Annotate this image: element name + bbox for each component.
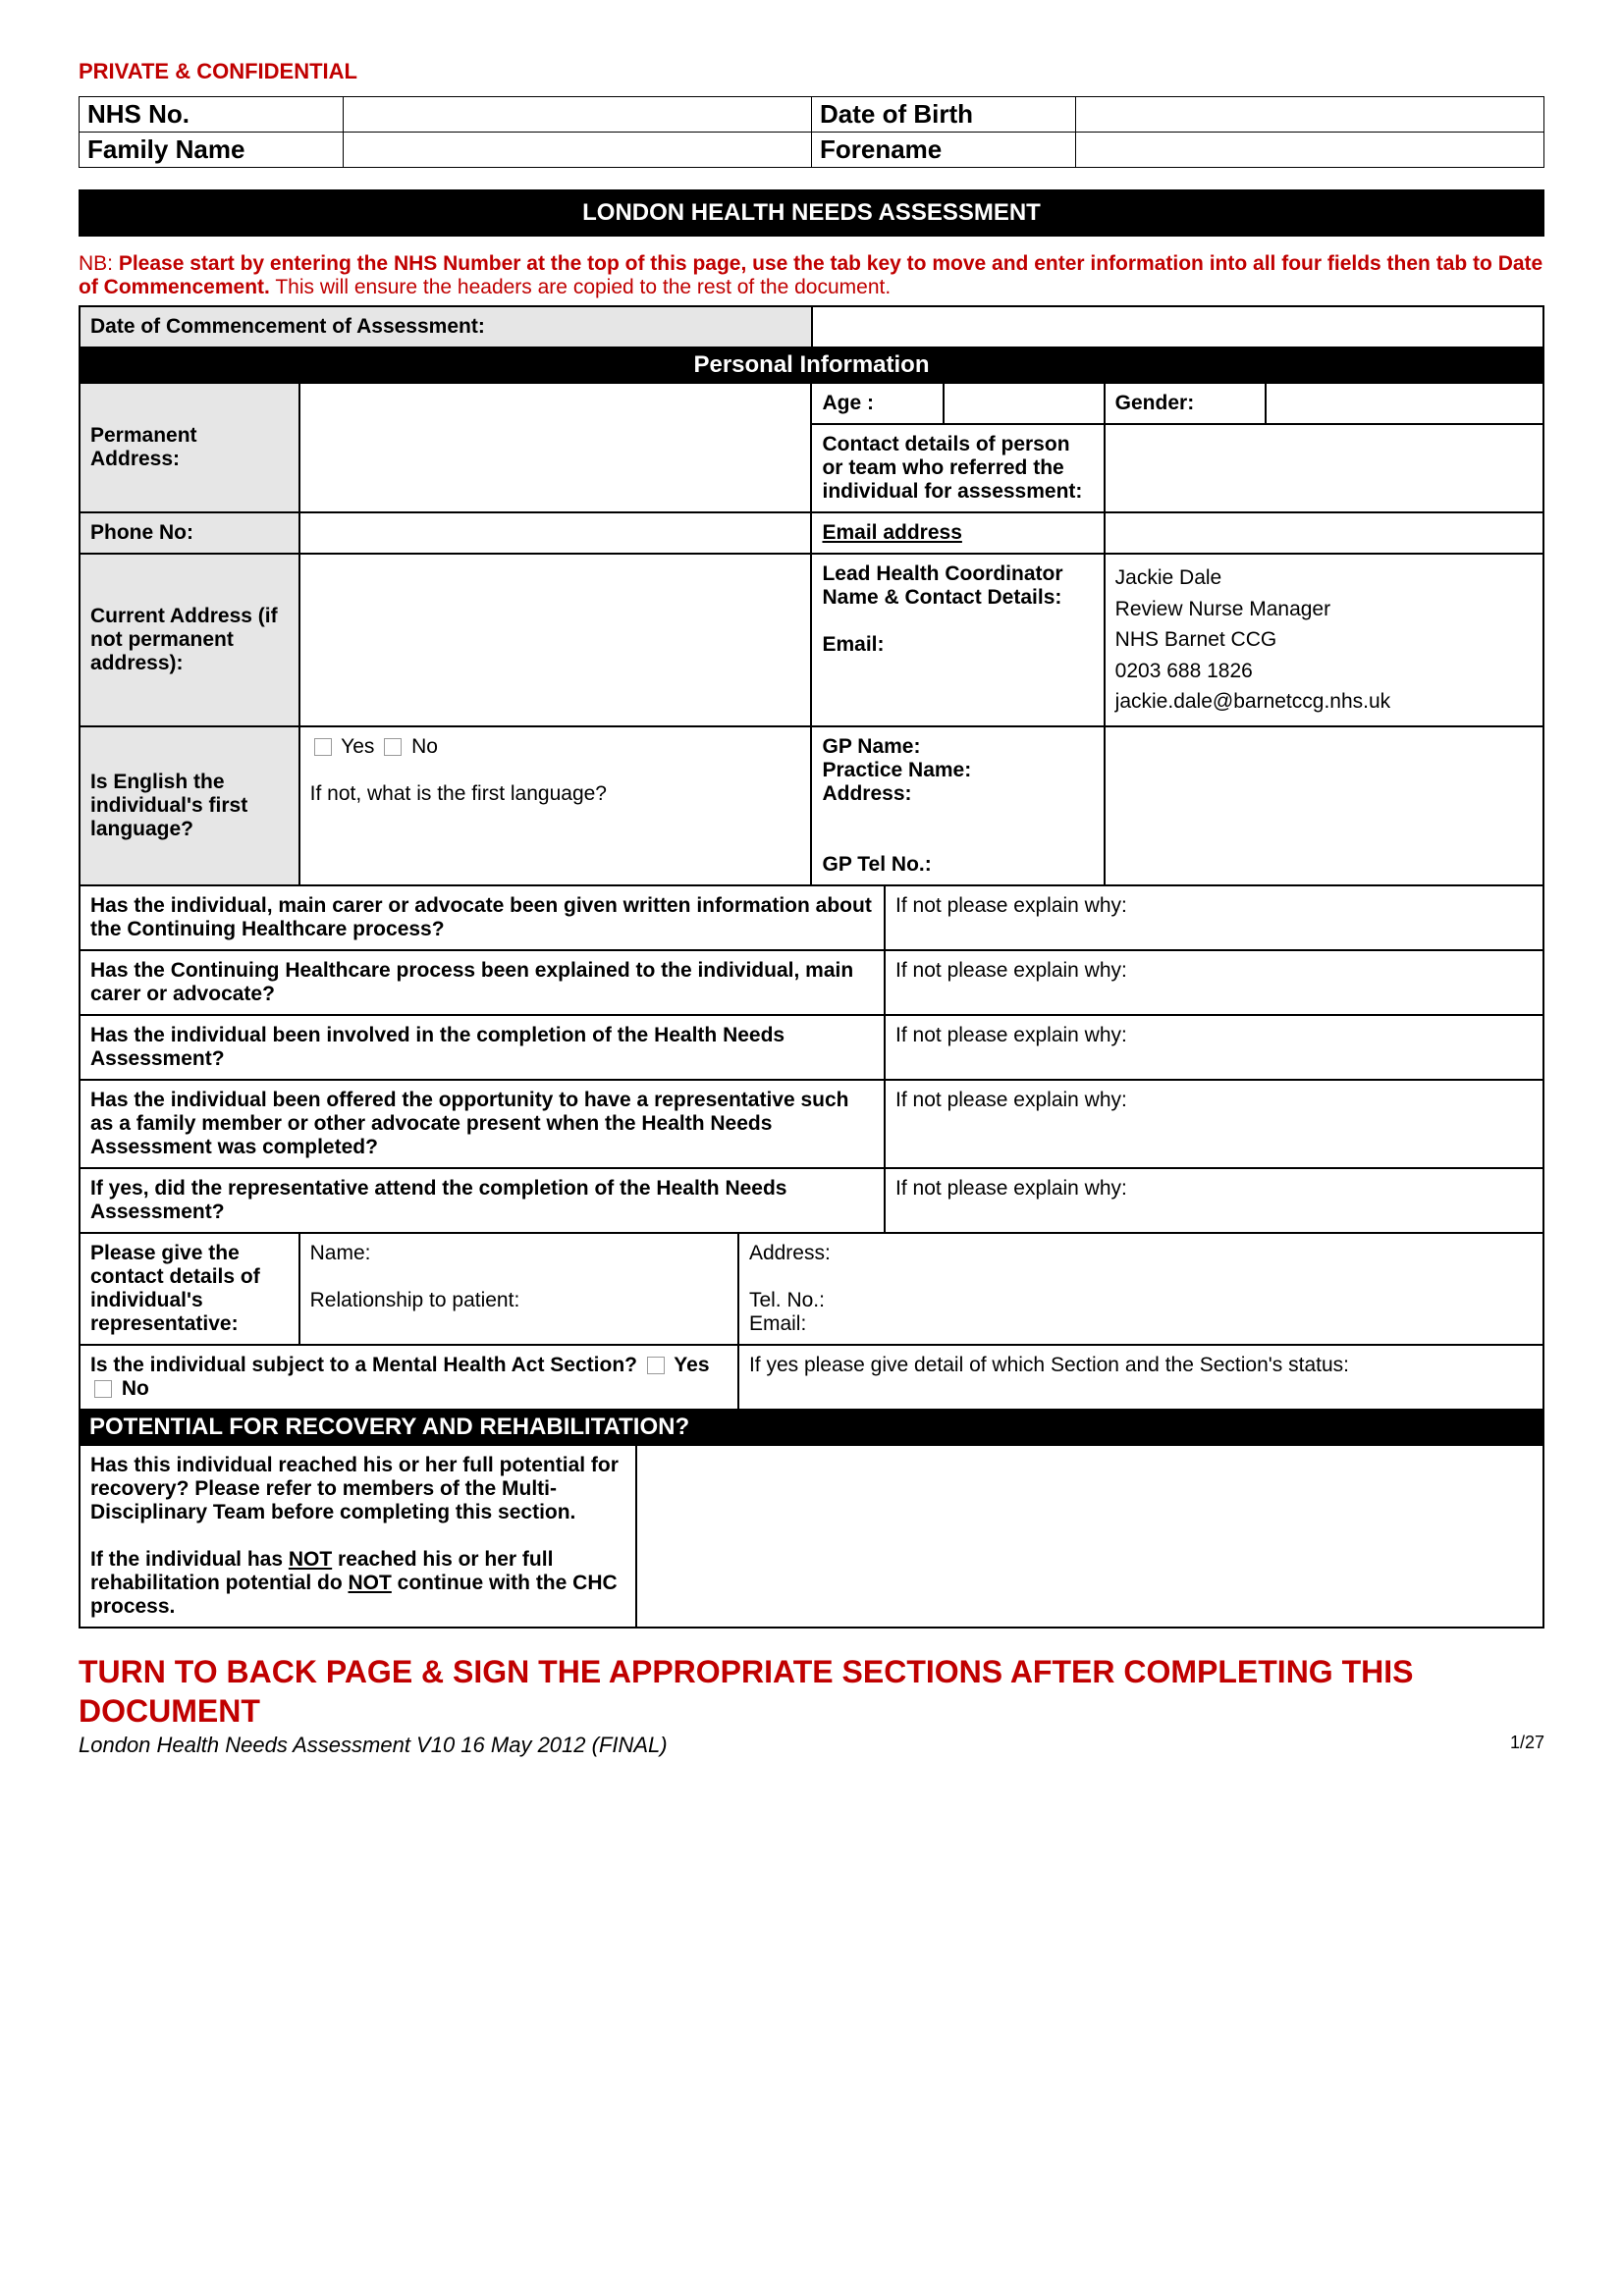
phone-value[interactable] [299, 512, 812, 554]
mha-yes-checkbox[interactable] [647, 1357, 665, 1374]
gp-tel-label: GP Tel No.: [822, 853, 931, 876]
q1-explain[interactable]: If not please explain why: [885, 885, 1543, 950]
english-yes-checkbox[interactable] [314, 738, 332, 756]
q1-label: Has the individual, main carer or advoca… [80, 885, 885, 950]
q2-label: Has the Continuing Healthcare process be… [80, 950, 885, 1015]
gender-value[interactable] [1266, 383, 1543, 424]
rep-contact-label: Please give the contact details of indiv… [80, 1233, 299, 1345]
mha-yes-label: Yes [674, 1354, 709, 1376]
recovery-text1: Has this individual reached his or her f… [90, 1454, 619, 1523]
email-label: Email address [811, 512, 1104, 554]
recovery-value[interactable] [636, 1445, 1543, 1628]
forename-value[interactable] [1075, 133, 1543, 168]
permanent-address-value[interactable] [299, 383, 812, 512]
recovery-bar: POTENTIAL FOR RECOVERY AND REHABILITATIO… [80, 1410, 1543, 1445]
footer-instruction: TURN TO BACK PAGE & SIGN THE APPROPRIATE… [79, 1652, 1544, 1731]
forename-label: Forename [811, 133, 1075, 168]
gp-address-label: Address: [822, 782, 911, 805]
email-value[interactable] [1105, 512, 1543, 554]
page-number: 1/27 [1510, 1733, 1544, 1758]
q5-explain[interactable]: If not please explain why: [885, 1168, 1543, 1233]
nb-prefix: NB: [79, 252, 119, 275]
mha-explain[interactable]: If yes please give detail of which Secti… [738, 1345, 1543, 1410]
gp-labels: GP Name: Practice Name: Address: GP Tel … [811, 726, 1104, 885]
referrer-value[interactable] [1105, 424, 1543, 512]
gp-value[interactable] [1105, 726, 1543, 885]
age-value[interactable] [944, 383, 1105, 424]
current-address-label: Current Address (if not permanent addres… [80, 554, 299, 726]
rep-addr-tel-email: Address: Tel. No.: Email: [738, 1233, 1543, 1345]
rep-addr-label: Address: [749, 1242, 831, 1264]
english-no-checkbox[interactable] [384, 738, 402, 756]
yes-label: Yes [341, 735, 374, 758]
nb-tail: This will ensure the headers are copied … [270, 276, 891, 298]
recovery-text2a: If the individual has [90, 1548, 289, 1571]
permanent-address-label: Permanent Address: [80, 383, 299, 512]
dob-label: Date of Birth [811, 97, 1075, 133]
rep-tel-label: Tel. No.: [749, 1289, 825, 1311]
phone-label: Phone No: [80, 512, 299, 554]
age-label: Age : [811, 383, 943, 424]
mha-no-label: No [122, 1377, 149, 1400]
no-label: No [411, 735, 438, 758]
nhs-value[interactable] [343, 97, 811, 133]
lead-health-email-label: Email: [822, 633, 884, 656]
footer-meta: London Health Needs Assessment V10 16 Ma… [79, 1733, 1544, 1758]
gender-label: Gender: [1105, 383, 1266, 424]
recovery-text2b: NOT [289, 1548, 332, 1571]
rep-rel-label: Relationship to patient: [310, 1289, 520, 1311]
family-value[interactable] [343, 133, 811, 168]
mha-question: Is the individual subject to a Mental He… [80, 1345, 738, 1410]
q5-label: If yes, did the representative attend th… [80, 1168, 885, 1233]
english-value: Yes No If not, what is the first languag… [299, 726, 812, 885]
recovery-text: Has this individual reached his or her f… [80, 1445, 636, 1628]
q3-explain[interactable]: If not please explain why: [885, 1015, 1543, 1080]
coord-phone: 0203 688 1826 [1115, 660, 1253, 682]
mha-q-text: Is the individual subject to a Mental He… [90, 1354, 637, 1376]
q2-explain[interactable]: If not please explain why: [885, 950, 1543, 1015]
header-table: NHS No. Date of Birth Family Name Forena… [79, 96, 1544, 168]
coordinator-details: Jackie Dale Review Nurse Manager NHS Bar… [1105, 554, 1543, 726]
nb-text: NB: Please start by entering the NHS Num… [79, 252, 1544, 299]
lead-health-label: Lead Health Coordinator Name & Contact D… [811, 554, 1104, 726]
mha-no-checkbox[interactable] [94, 1380, 112, 1398]
practice-name-label: Practice Name: [822, 759, 971, 781]
footer-version: London Health Needs Assessment V10 16 Ma… [79, 1733, 668, 1758]
english-label: Is English the individual's first langua… [80, 726, 299, 885]
commencement-label: Date of Commencement of Assessment: [80, 306, 812, 347]
coord-email: jackie.dale@barnetccg.nhs.uk [1115, 690, 1390, 713]
coord-org: NHS Barnet CCG [1115, 628, 1277, 651]
q3-label: Has the individual been involved in the … [80, 1015, 885, 1080]
commencement-value[interactable] [812, 306, 1544, 347]
referrer-label: Contact details of person or team who re… [811, 424, 1104, 512]
family-label: Family Name [80, 133, 344, 168]
dob-value[interactable] [1075, 97, 1543, 133]
gp-name-label: GP Name: [822, 735, 920, 758]
rep-name-label: Name: [310, 1242, 371, 1264]
q4-label: Has the individual been offered the oppo… [80, 1080, 885, 1168]
coord-name: Jackie Dale [1115, 566, 1222, 589]
confidential-label: PRIVATE & CONFIDENTIAL [79, 59, 1544, 84]
rep-email-label: Email: [749, 1312, 806, 1335]
main-form: Date of Commencement of Assessment: Pers… [79, 305, 1544, 1629]
q4-explain[interactable]: If not please explain why: [885, 1080, 1543, 1168]
current-address-value[interactable] [299, 554, 812, 726]
personal-info-bar: Personal Information [80, 347, 1543, 383]
rep-name-rel: Name: Relationship to patient: [299, 1233, 738, 1345]
coord-role: Review Nurse Manager [1115, 598, 1330, 620]
nhs-label: NHS No. [80, 97, 344, 133]
if-not-lang: If not, what is the first language? [310, 782, 607, 805]
recovery-text2d: NOT [349, 1572, 392, 1594]
title-bar: LONDON HEALTH NEEDS ASSESSMENT [79, 189, 1544, 237]
lead-health-text: Lead Health Coordinator Name & Contact D… [822, 562, 1062, 609]
